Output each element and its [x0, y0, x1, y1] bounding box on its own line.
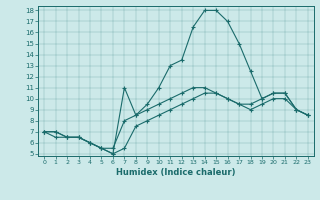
X-axis label: Humidex (Indice chaleur): Humidex (Indice chaleur): [116, 168, 236, 177]
